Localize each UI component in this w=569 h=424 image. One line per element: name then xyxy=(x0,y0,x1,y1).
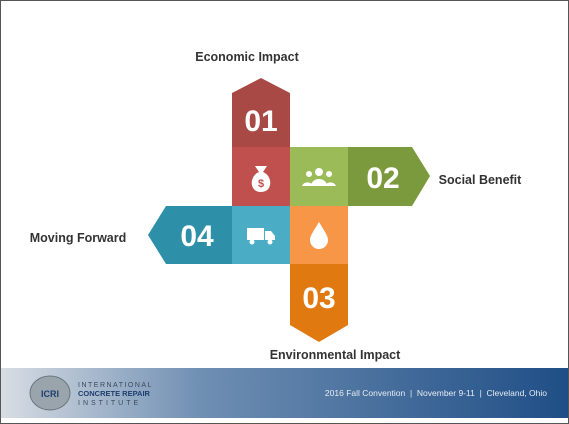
label: Moving Forward xyxy=(30,231,127,245)
footer-band xyxy=(1,368,568,418)
number: 01 xyxy=(244,105,277,138)
truck-icon xyxy=(247,228,275,245)
label: Social Benefit xyxy=(439,173,522,187)
label: Economic Impact xyxy=(195,50,299,64)
label: Environmental Impact xyxy=(270,348,401,362)
org-line: CONCRETE REPAIR xyxy=(78,389,151,398)
money-icon: $ xyxy=(251,166,271,192)
arrow-down xyxy=(290,264,348,342)
arrow-up xyxy=(232,78,290,147)
org-line: INTERNATIONAL xyxy=(78,382,153,389)
org-line: INSTITUTE xyxy=(78,400,141,407)
event-text: 2016 Fall Convention | November 9-11 | C… xyxy=(325,388,547,398)
arrow-left xyxy=(148,206,232,264)
number: 03 xyxy=(302,282,335,315)
arrow-right xyxy=(348,147,430,206)
people-icon xyxy=(302,168,336,186)
svg-text:$: $ xyxy=(258,178,264,190)
number: 04 xyxy=(180,220,214,253)
number: 02 xyxy=(366,162,399,195)
logo-text: ICRI xyxy=(41,389,59,399)
logo xyxy=(29,375,71,411)
tile-green xyxy=(290,147,348,206)
drop-icon xyxy=(310,222,328,249)
